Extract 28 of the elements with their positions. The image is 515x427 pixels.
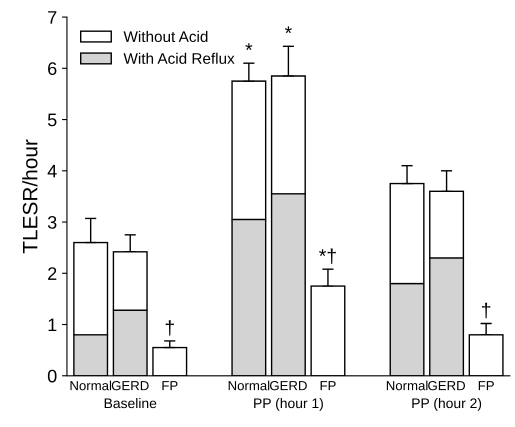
y-tick-label: 1: [48, 318, 56, 332]
data-label: *†: [319, 248, 336, 264]
y-tick-label: 0: [48, 370, 57, 382]
x-tick-label: Normal: [386, 380, 428, 390]
legend-label: Without Acid: [124, 30, 208, 42]
x-tick-label: FP: [162, 381, 178, 390]
data-label: †: [482, 302, 490, 318]
data-label: *: [284, 26, 292, 34]
legend-label: With Acid Reflux: [124, 52, 235, 64]
data-label: †: [166, 320, 174, 336]
x-tick-label: FP: [478, 381, 494, 390]
y-tick-label: 5: [48, 114, 56, 126]
y-tick-label: 2: [48, 267, 56, 280]
x-tick-label: FP: [320, 381, 336, 390]
x-tick-label: GERD: [270, 380, 307, 390]
y-tick-label: 7: [48, 11, 56, 24]
text: PP (hour 2): [412, 398, 482, 411]
text: PP (hour 1): [254, 398, 323, 411]
data-label: *: [245, 43, 252, 50]
x-tick-label: GERD: [428, 380, 466, 390]
y-tick-label: 3: [48, 216, 56, 229]
y-axis-title: TLESR/hour: [22, 139, 38, 254]
x-tick-label: GERD: [112, 380, 149, 390]
text: Baseline: [104, 398, 156, 408]
y-tick-label: 6: [48, 62, 56, 76]
x-tick-label: Normal: [228, 380, 270, 390]
y-tick-label: 4: [48, 164, 57, 178]
x-tick-label: Normal: [70, 380, 112, 390]
